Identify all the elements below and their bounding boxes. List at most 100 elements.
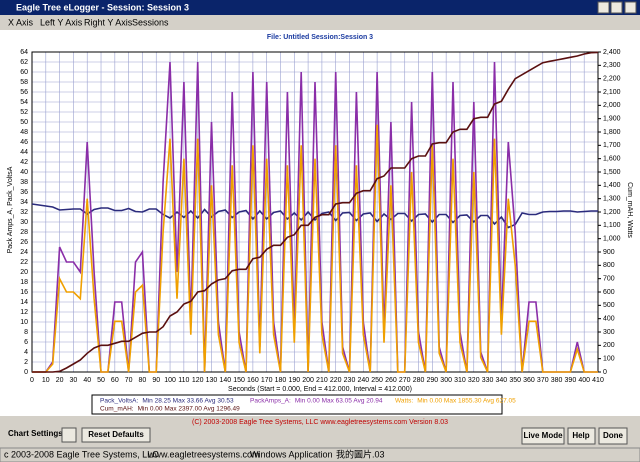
x-tick-label: 120 — [192, 377, 204, 384]
y2-tick-label: 1,000 — [603, 236, 621, 243]
stats-values: Min 0.00 Max 1855.30 Avg 627.05 — [417, 398, 516, 405]
chart-settings-button[interactable] — [61, 427, 77, 443]
reset-button[interactable] — [81, 427, 151, 443]
window-title: Eagle Tree eLogger - Session: Session 3 — [16, 2, 189, 12]
x-tick-label: 290 — [426, 377, 438, 384]
x-tick-label: 130 — [206, 377, 218, 384]
x-tick-label: 20 — [56, 377, 64, 384]
y-tick-label: 58 — [20, 79, 28, 86]
x-tick-label: 400 — [578, 377, 590, 384]
y-tick-label: 46 — [20, 139, 28, 146]
y-tick-label: 34 — [20, 199, 28, 206]
help-label: Help — [572, 431, 589, 440]
y-tick-label: 14 — [20, 299, 28, 306]
y2-tick-label: 1,500 — [603, 169, 621, 176]
x-tick-label: 210 — [316, 377, 328, 384]
y2-tick-label: 1,700 — [603, 142, 621, 149]
x-tick-label: 370 — [537, 377, 549, 384]
title-bar — [0, 0, 640, 15]
copyright: (C) 2003-2008 Eagle Tree Systems, LLC ww… — [192, 419, 448, 426]
y-tick-label: 54 — [20, 99, 28, 106]
x-tick-label: 390 — [565, 377, 577, 384]
help-button[interactable] — [567, 427, 596, 445]
stats-values: Min 0.00 Max 63.05 Avg 20.94 — [295, 398, 383, 405]
status-text: .03 — [372, 449, 385, 459]
x-tick-label: 260 — [385, 377, 397, 384]
x-tick-label: 360 — [523, 377, 535, 384]
y-tick-label: 30 — [20, 219, 28, 226]
y-tick-label: 20 — [20, 269, 28, 276]
x-tick-label: 350 — [509, 377, 521, 384]
maximize-button[interactable] — [610, 1, 623, 14]
menu-item[interactable]: X Axis — [8, 17, 34, 27]
y2-tick-label: 2,400 — [603, 49, 621, 56]
stats-name: PackAmps_A: — [250, 398, 291, 405]
y2-tick-label: 500 — [603, 302, 615, 309]
y2-tick-label: 100 — [603, 356, 615, 363]
menu-item[interactable]: Right Y Axis — [84, 17, 133, 27]
y2-tick-label: 1,200 — [603, 209, 621, 216]
y-tick-label: 24 — [20, 249, 28, 256]
y2-tick-label: 400 — [603, 316, 615, 323]
x-tick-label: 170 — [261, 377, 273, 384]
x-tick-label: 150 — [233, 377, 245, 384]
status-bar — [0, 447, 640, 462]
y-tick-label: 4 — [24, 349, 28, 356]
y2-axis-title: Cum_mAH, Watts — [626, 182, 633, 238]
x-tick-label: 140 — [219, 377, 231, 384]
menu-item[interactable]: Sessions — [132, 17, 169, 27]
reset-label: Reset Defaults — [88, 430, 144, 439]
stats-name: Cum_mAH: — [100, 406, 134, 413]
y2-tick-label: 200 — [603, 342, 615, 349]
menu-item[interactable]: Left Y Axis — [40, 17, 83, 27]
y-tick-label: 36 — [20, 189, 28, 196]
x-tick-label: 330 — [482, 377, 494, 384]
x-tick-label: 340 — [496, 377, 508, 384]
x-tick-label: 280 — [413, 377, 425, 384]
y-tick-label: 38 — [20, 179, 28, 186]
y-tick-label: 48 — [20, 129, 28, 136]
y-tick-label: 10 — [20, 319, 28, 326]
y-tick-label: 42 — [20, 159, 28, 166]
series-line — [32, 61, 598, 373]
y-tick-label: 8 — [24, 329, 28, 336]
x-tick-label: 160 — [247, 377, 259, 384]
y-tick-label: 26 — [20, 239, 28, 246]
stats-values: Min 28.25 Max 33.66 Avg 30.53 — [142, 398, 234, 405]
y2-tick-label: 1,300 — [603, 196, 621, 203]
live-button[interactable] — [521, 427, 565, 445]
y-tick-label: 62 — [20, 59, 28, 66]
chart-settings-label: Chart Settings: — [8, 429, 65, 438]
y2-tick-label: 1,400 — [603, 182, 621, 189]
stats-box — [91, 394, 503, 415]
y2-tick-label: 300 — [603, 329, 615, 336]
y-tick-label: 52 — [20, 109, 28, 116]
x-tick-label: 300 — [440, 377, 452, 384]
y-tick-label: 64 — [20, 49, 28, 56]
stats-values: Min 0.00 Max 2397.00 Avg 1296.49 — [138, 406, 241, 413]
x-tick-label: 50 — [97, 377, 105, 384]
y-tick-label: 44 — [20, 149, 28, 156]
plot: 0 10 20 30 40 50 60 70 80 90 100 110 120 130 140 150 160… — [20, 49, 620, 384]
y-tick-label: 0 — [24, 369, 28, 376]
series-line — [32, 51, 599, 373]
x-tick-label: 270 — [399, 377, 411, 384]
y2-tick-label: 1,100 — [603, 222, 621, 229]
y2-tick-label: 2,300 — [603, 62, 621, 69]
y-tick-label: 50 — [20, 119, 28, 126]
x-tick-label: 0 — [30, 377, 34, 384]
x-tick-label: 320 — [468, 377, 480, 384]
x-tick-label: 180 — [275, 377, 287, 384]
y-tick-label: 16 — [20, 289, 28, 296]
done-button[interactable] — [598, 427, 628, 445]
x-tick-label: 70 — [125, 377, 133, 384]
y2-tick-label: 2,100 — [603, 89, 621, 96]
x-tick-label: 80 — [139, 377, 147, 384]
x-tick-label: 30 — [70, 377, 78, 384]
close-button[interactable] — [624, 1, 637, 14]
y2-tick-label: 1,900 — [603, 116, 621, 123]
y2-tick-label: 2,000 — [603, 102, 621, 109]
y2-tick-label: 1,800 — [603, 129, 621, 136]
minimize-button[interactable] — [597, 1, 610, 14]
